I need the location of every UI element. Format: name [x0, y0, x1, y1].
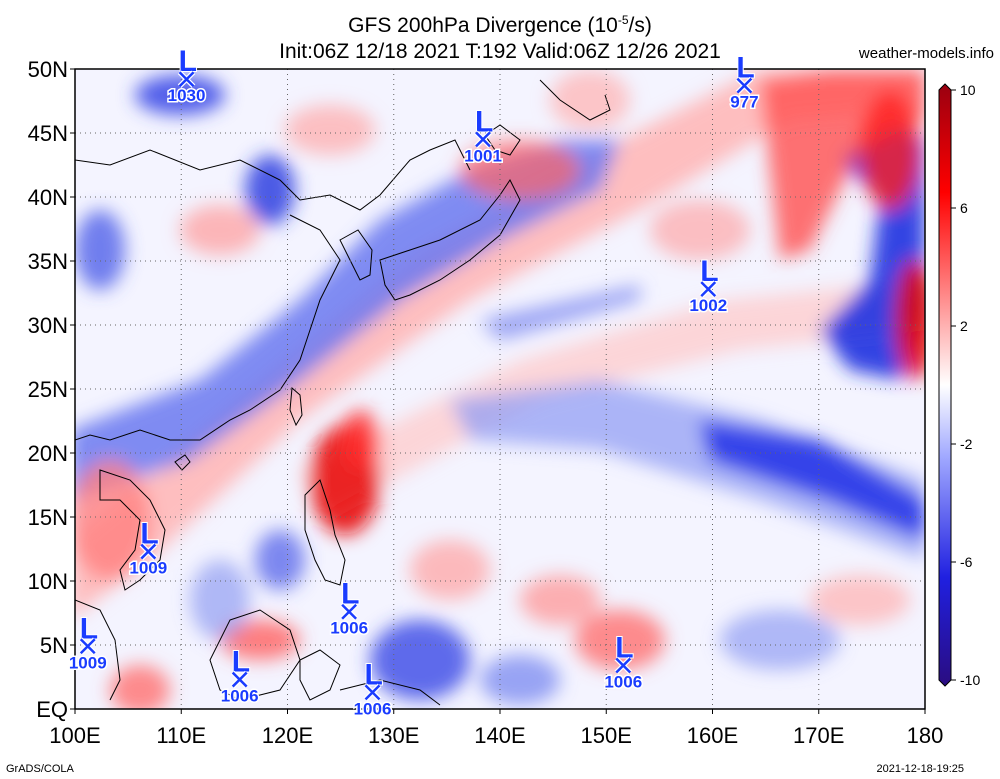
low-center-x	[475, 131, 491, 148]
low-pressure-value: 1006	[604, 672, 642, 691]
low-letter: L	[365, 658, 383, 691]
low-pressure-marker: L 1030	[166, 44, 207, 107]
low-letter: L	[232, 646, 250, 679]
lat-tick-label: 45N	[28, 121, 68, 146]
low-pressure-marker: L 1001	[463, 104, 504, 167]
lon-tick-label: 120E	[262, 723, 313, 748]
colorbar-label: 10	[960, 82, 976, 98]
low-pressure-value: 1009	[69, 653, 107, 672]
low-pressure-value: 1030	[168, 86, 206, 105]
low-center-x	[79, 638, 96, 655]
low-pressure-marker: L 1006	[603, 630, 644, 693]
pressure-systems: L1030L1001L977L1002L1009L1009L1006L1006L…	[67, 44, 760, 720]
gridlines	[75, 69, 925, 709]
low-letter: L	[736, 52, 754, 85]
low-center-x	[231, 671, 248, 688]
colorbar-label: -2	[960, 436, 973, 452]
low-center-x	[140, 543, 157, 560]
lon-axis: 100E 110E 120E 130E 140E 150E 160E 170E 180	[49, 709, 943, 748]
lon-tick-label: 100E	[49, 723, 100, 748]
lat-tick-label: EQ	[36, 697, 68, 722]
lon-tick-label: 170E	[793, 723, 844, 748]
map-title: GFS 200hPa Divergence (10-5/s)	[348, 13, 652, 37]
lat-tick-label: 40N	[28, 185, 68, 210]
title-exponent: -5	[617, 13, 629, 27]
lon-tick-label: 150E	[581, 723, 632, 748]
lat-tick-label: 5N	[40, 633, 68, 658]
lon-tick-label: 140E	[474, 723, 525, 748]
low-letter: L	[341, 578, 359, 611]
footer-left: GrADS/COLA	[6, 763, 74, 775]
site-credit: weather-models.info	[858, 45, 994, 62]
low-center-x	[700, 281, 717, 298]
lon-tick-label: 180	[907, 723, 944, 748]
low-center-x	[341, 603, 358, 620]
low-pressure-value: 977	[730, 93, 758, 112]
low-center-x	[615, 657, 632, 674]
low-pressure-marker: L 1006	[219, 645, 260, 708]
divergence-field	[75, 69, 925, 709]
low-pressure-marker: L 1009	[67, 611, 108, 674]
coastlines	[75, 79, 611, 706]
low-center-x	[364, 684, 381, 701]
low-pressure-marker: L 1002	[688, 254, 729, 317]
lat-tick-label: 20N	[28, 441, 68, 466]
colorbar-bar	[938, 83, 952, 687]
lat-tick-label: 10N	[28, 569, 68, 594]
lat-tick-label: 25N	[28, 377, 68, 402]
lon-tick-label: 160E	[687, 723, 738, 748]
colorbar-label: -6	[960, 554, 973, 570]
low-pressure-value: 1006	[330, 619, 368, 638]
lat-tick-label: 35N	[28, 249, 68, 274]
low-pressure-marker: L 1009	[128, 517, 169, 580]
low-letter: L	[475, 105, 493, 138]
colorbar-label: 2	[960, 318, 968, 334]
low-letter: L	[140, 518, 158, 551]
colorbar-label: 6	[960, 200, 968, 216]
low-letter: L	[615, 631, 633, 664]
lat-tick-label: 30N	[28, 313, 68, 338]
colorbar: 10 6 2 -2 -6 -10	[938, 82, 980, 688]
lon-tick-label: 110E	[156, 723, 206, 748]
low-pressure-value: 1006	[354, 699, 392, 718]
low-letter: L	[700, 255, 718, 288]
low-pressure-marker: L 1006	[352, 657, 393, 720]
low-pressure-marker: L 1006	[329, 577, 370, 640]
low-center-x	[178, 71, 195, 88]
low-pressure-marker: L 977	[729, 51, 760, 114]
low-pressure-value: 1001	[464, 146, 502, 165]
low-pressure-value: 1002	[689, 296, 727, 315]
lat-tick-label: 50N	[28, 57, 68, 82]
low-letter: L	[80, 612, 98, 645]
low-letter: L	[179, 45, 197, 78]
low-center-x	[736, 77, 753, 94]
low-pressure-value: 1009	[129, 559, 167, 578]
colorbar-label: -10	[960, 672, 980, 688]
lat-tick-label: 15N	[28, 505, 68, 530]
map-subtitle: Init:06Z 12/18 2021 T:192 Valid:06Z 12/2…	[279, 40, 721, 63]
lat-axis: EQ 5N 10N 15N 20N 25N 30N 35N 40N 45N 50N	[28, 57, 75, 722]
footer-right: 2021-12-18-19:25	[876, 763, 964, 775]
low-pressure-value: 1006	[221, 687, 259, 706]
lon-tick-label: 130E	[368, 723, 419, 748]
